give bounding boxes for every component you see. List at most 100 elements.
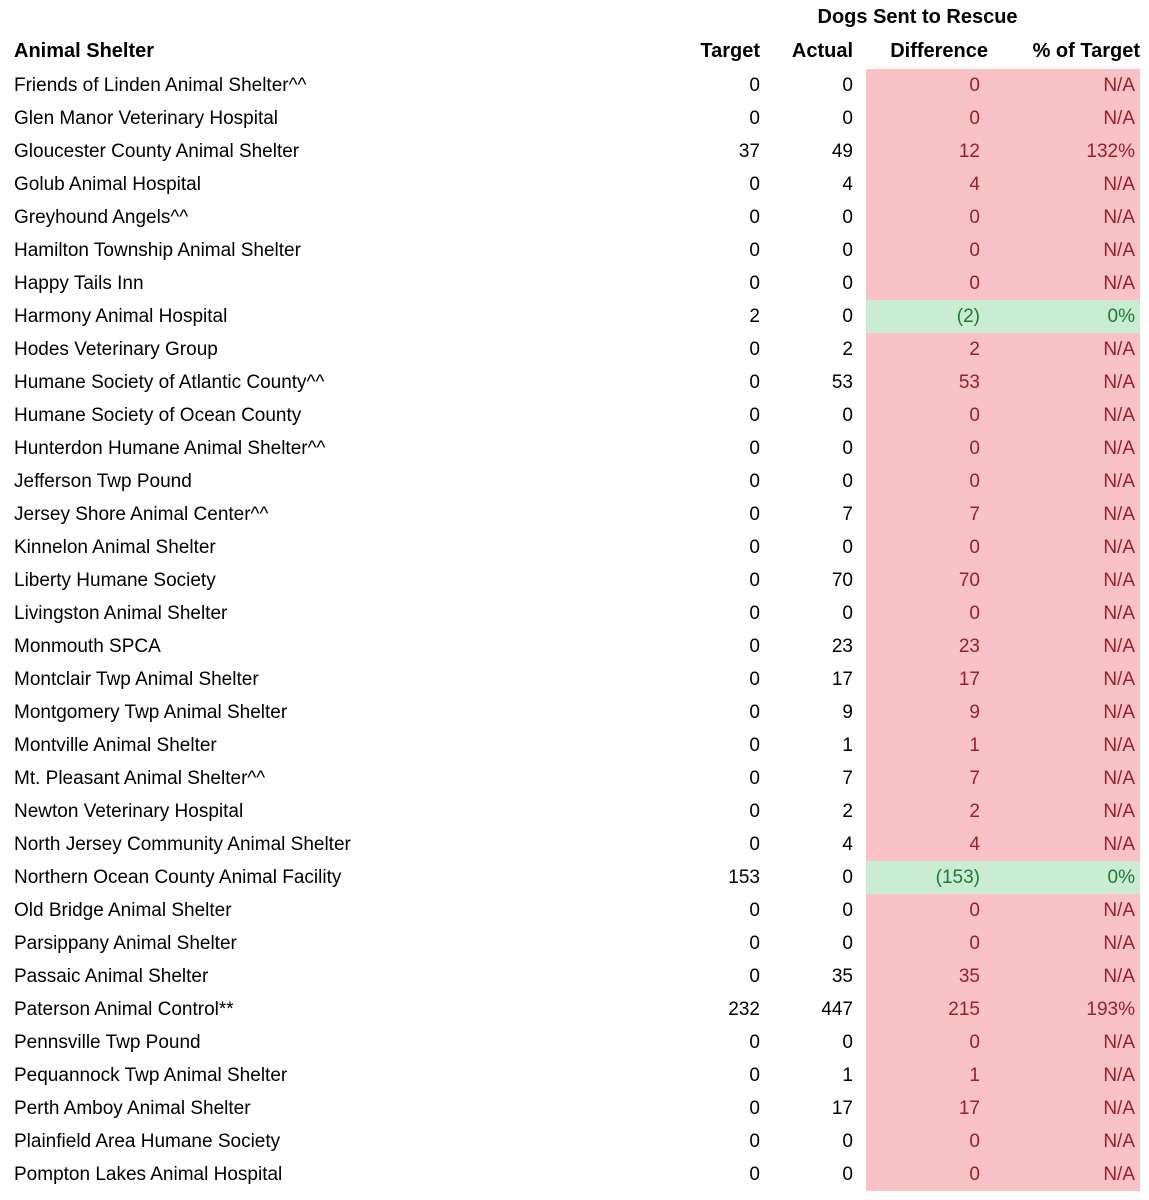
actual-cell: 7 — [842, 768, 853, 789]
actual-cell: 0 — [842, 1164, 853, 1185]
pct-of-target-cell: N/A — [996, 1158, 1140, 1191]
pct-of-target-cell: N/A — [996, 663, 1140, 696]
gap-cell — [853, 1026, 866, 1059]
difference-cell: 0 — [866, 399, 996, 432]
target-cell: 0 — [749, 273, 760, 294]
target-cell: 0 — [749, 372, 760, 393]
difference-cell: 0 — [866, 1125, 996, 1158]
edge-cell — [1140, 102, 1149, 135]
shelter-name-cell: Passaic Animal Shelter — [14, 966, 209, 987]
edge-cell — [1140, 1092, 1149, 1125]
target-cell: 0 — [749, 1065, 760, 1086]
shelter-name-cell: Newton Veterinary Hospital — [14, 801, 244, 822]
table-row: Friends of Linden Animal Shelter^^ 0 0 0… — [0, 69, 1149, 102]
gap-cell — [853, 729, 866, 762]
difference-cell: 215 — [866, 993, 996, 1026]
actual-cell: 9 — [842, 702, 853, 723]
pct-of-target-cell: N/A — [996, 531, 1140, 564]
target-cell: 0 — [749, 1131, 760, 1152]
difference-cell: 0 — [866, 597, 996, 630]
gap-cell — [853, 993, 866, 1026]
table-row: Liberty Humane Society 0 70 70 N/A — [0, 564, 1149, 597]
pct-of-target-cell: N/A — [996, 1026, 1140, 1059]
gap-cell — [853, 366, 866, 399]
pct-of-target-cell: N/A — [996, 201, 1140, 234]
table-row: Monmouth SPCA 0 23 23 N/A — [0, 630, 1149, 663]
shelter-name-cell: Livingston Animal Shelter — [14, 603, 228, 624]
actual-cell: 17 — [831, 1098, 853, 1119]
target-cell: 0 — [749, 966, 760, 987]
difference-cell: 0 — [866, 201, 996, 234]
difference-cell: 0 — [866, 102, 996, 135]
shelter-name-cell: Humane Society of Atlantic County^^ — [14, 372, 325, 393]
table-row: Mt. Pleasant Animal Shelter^^ 0 7 7 N/A — [0, 762, 1149, 795]
actual-cell: 0 — [842, 108, 853, 129]
table-row: Montclair Twp Animal Shelter 0 17 17 N/A — [0, 663, 1149, 696]
table-row: Happy Tails Inn 0 0 0 N/A — [0, 267, 1149, 300]
edge-cell — [1140, 531, 1149, 564]
pct-of-target-cell: N/A — [996, 333, 1140, 366]
target-cell: 0 — [749, 570, 760, 591]
target-cell: 0 — [749, 405, 760, 426]
gap-cell — [853, 564, 866, 597]
shelter-name-cell: Hunterdon Humane Animal Shelter^^ — [14, 438, 326, 459]
shelter-name-cell: Mt. Pleasant Animal Shelter^^ — [14, 768, 266, 789]
gap-cell — [853, 1158, 866, 1191]
shelter-name-cell: Pennsville Twp Pound — [14, 1032, 201, 1053]
edge-cell — [1140, 993, 1149, 1026]
gap-cell — [853, 762, 866, 795]
shelter-name-cell: Glen Manor Veterinary Hospital — [14, 108, 279, 129]
edge-cell — [1140, 960, 1149, 993]
actual-cell: 0 — [842, 240, 853, 261]
target-cell: 0 — [749, 702, 760, 723]
target-cell: 0 — [749, 735, 760, 756]
target-cell: 0 — [749, 537, 760, 558]
actual-cell: 17 — [831, 669, 853, 690]
column-header-difference: Difference — [890, 40, 988, 62]
table-row: Jefferson Twp Pound 0 0 0 N/A — [0, 465, 1149, 498]
difference-cell: 0 — [866, 1026, 996, 1059]
shelter-name-cell: Golub Animal Hospital — [14, 174, 201, 195]
actual-cell: 35 — [831, 966, 853, 987]
column-header-pct-of-target: % of Target — [1032, 40, 1140, 62]
actual-cell: 0 — [842, 1032, 853, 1053]
difference-cell: 4 — [866, 828, 996, 861]
pct-of-target-cell: N/A — [996, 960, 1140, 993]
gap-cell — [853, 531, 866, 564]
gap-cell — [853, 1092, 866, 1125]
shelter-name-cell: Happy Tails Inn — [14, 273, 144, 294]
target-cell: 0 — [749, 504, 760, 525]
actual-cell: 0 — [842, 900, 853, 921]
shelter-name-cell: Liberty Humane Society — [14, 570, 216, 591]
actual-cell: 0 — [842, 207, 853, 228]
table-row: Pequannock Twp Animal Shelter 0 1 1 N/A — [0, 1059, 1149, 1092]
actual-cell: 0 — [842, 1131, 853, 1152]
table-row: Plainfield Area Humane Society 0 0 0 N/A — [0, 1125, 1149, 1158]
edge-cell — [1140, 300, 1149, 333]
table-row: Old Bridge Animal Shelter 0 0 0 N/A — [0, 894, 1149, 927]
difference-cell: 7 — [866, 762, 996, 795]
gap-cell — [853, 300, 866, 333]
table-row: Harmony Animal Hospital 2 0 (2) 0% — [0, 300, 1149, 333]
gap-cell — [853, 168, 866, 201]
column-header-edge — [1140, 34, 1149, 69]
shelter-name-cell: Paterson Animal Control** — [14, 999, 234, 1020]
difference-cell: 0 — [866, 234, 996, 267]
actual-cell: 23 — [831, 636, 853, 657]
pct-of-target-cell: N/A — [996, 927, 1140, 960]
target-cell: 0 — [749, 1164, 760, 1185]
shelter-name-cell: Greyhound Angels^^ — [14, 207, 189, 228]
pct-of-target-cell: N/A — [996, 69, 1140, 102]
table-row: Northern Ocean County Animal Facility 15… — [0, 861, 1149, 894]
difference-cell: (2) — [866, 300, 996, 333]
pct-of-target-cell: N/A — [996, 795, 1140, 828]
shelter-name-cell: Perth Amboy Animal Shelter — [14, 1098, 251, 1119]
difference-cell: 4 — [866, 168, 996, 201]
shelter-name-cell: Montgomery Twp Animal Shelter — [14, 702, 288, 723]
target-cell: 0 — [749, 603, 760, 624]
pct-of-target-cell: N/A — [996, 630, 1140, 663]
edge-cell — [1140, 1125, 1149, 1158]
edge-cell — [1140, 564, 1149, 597]
gap-cell — [853, 267, 866, 300]
difference-cell: 7 — [866, 498, 996, 531]
